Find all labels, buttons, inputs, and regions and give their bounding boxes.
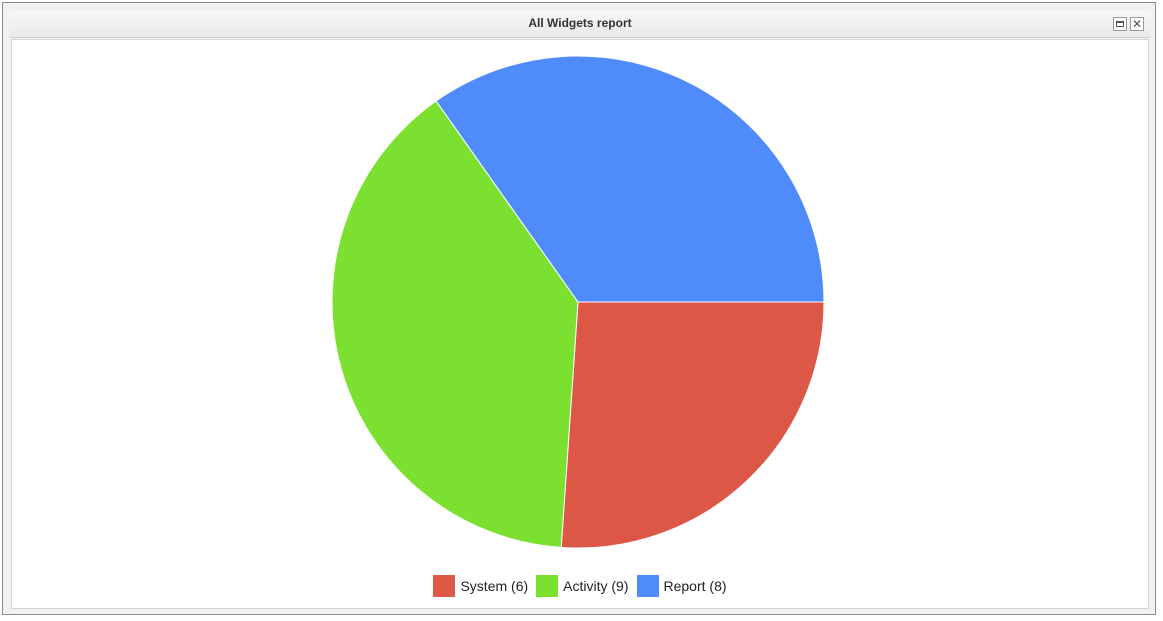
widget-panel: All Widgets report ✕ System (6) Activity … bbox=[2, 2, 1156, 615]
legend-swatch bbox=[536, 575, 559, 597]
legend-swatch bbox=[636, 575, 659, 597]
legend-item-activity[interactable]: Activity (9) bbox=[536, 575, 629, 597]
legend-label: System (6) bbox=[460, 578, 529, 594]
close-button[interactable]: ✕ bbox=[1130, 17, 1144, 31]
legend-label: Report (8) bbox=[663, 578, 727, 594]
pie-slice-activity[interactable] bbox=[331, 100, 579, 548]
pie-slice-report[interactable] bbox=[435, 55, 825, 303]
maximize-button[interactable] bbox=[1113, 17, 1127, 31]
legend-label: Activity (9) bbox=[563, 578, 629, 594]
widget-title: All Widgets report bbox=[528, 16, 632, 30]
legend-swatch bbox=[433, 575, 456, 597]
chart-legend: System (6) Activity (9) Report (8) bbox=[12, 575, 1148, 597]
close-icon: ✕ bbox=[1131, 17, 1143, 31]
chart-area: System (6) Activity (9) Report (8) bbox=[11, 39, 1149, 609]
title-bar: All Widgets report ✕ bbox=[9, 11, 1151, 38]
legend-item-system[interactable]: System (6) bbox=[433, 575, 528, 597]
pie-slice-system[interactable] bbox=[560, 301, 825, 549]
pie-chart bbox=[331, 55, 825, 549]
legend-item-report[interactable]: Report (8) bbox=[636, 575, 727, 597]
maximize-icon bbox=[1116, 21, 1124, 27]
